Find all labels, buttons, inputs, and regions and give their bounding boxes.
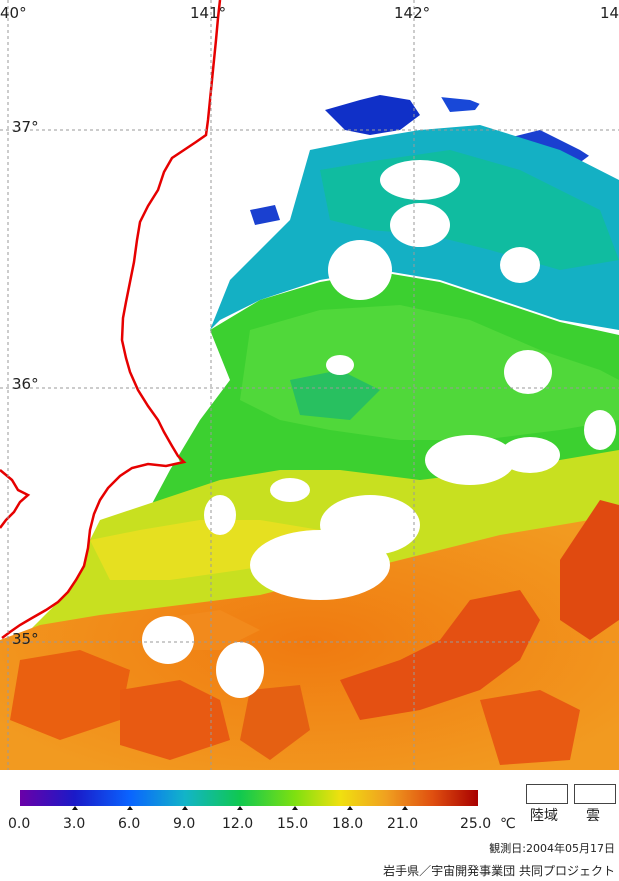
colorbar-tick-label: 15.0 — [277, 816, 309, 832]
cloud — [380, 160, 460, 200]
colorbar-tick-label: 0.0 — [8, 816, 31, 832]
colorbar-tick-label: 21.0 — [387, 816, 419, 832]
cloud — [425, 435, 515, 485]
cloud — [584, 410, 616, 450]
colorbar-ticks — [72, 806, 408, 810]
cloud — [328, 240, 392, 300]
colorbar-unit: ℃ — [500, 816, 516, 832]
sst-cold-patch — [250, 205, 280, 225]
sst-hot-patch — [560, 500, 619, 640]
land-area — [0, 0, 320, 450]
cloud-legend-swatch — [574, 784, 616, 804]
longitude-label-142: 142° — [394, 4, 431, 22]
cloud — [204, 495, 236, 535]
longitude-label-141: 141° — [190, 4, 227, 22]
land-legend-swatch — [526, 784, 568, 804]
cloud — [500, 437, 560, 473]
colorbar-tick-label: 12.0 — [222, 816, 254, 832]
sst-hot-patch — [10, 650, 130, 740]
colorbar-tick-label: 25.0 — [460, 816, 492, 832]
cloud — [320, 0, 619, 175]
latitude-label-36: 36° — [12, 375, 39, 393]
colorbar-gradient — [20, 790, 478, 806]
sst-hot-patch — [240, 685, 310, 760]
colorbar-tick-label: 6.0 — [118, 816, 141, 832]
cloud-legend-label: 雲 — [586, 808, 600, 824]
land-legend-label: 陸域 — [530, 808, 558, 824]
sst-cold-patch — [325, 95, 420, 135]
sst-map — [0, 0, 619, 770]
cloud — [390, 203, 450, 247]
credit-line: 岩手県／宇宙開発事業団 共同プロジェクト — [383, 864, 615, 878]
temperature-colorbar — [20, 790, 478, 810]
coastline — [1, 0, 222, 639]
sst-green-patch — [290, 370, 380, 420]
longitude-label-140: 40° — [0, 4, 27, 22]
sst-hot-patch — [480, 690, 580, 765]
cloud — [320, 495, 420, 555]
coastline — [0, 469, 31, 529]
observation-date: 観測日:2004年05月17日 — [489, 842, 615, 855]
cloud — [326, 355, 354, 375]
longitude-label-143: 14 — [600, 4, 619, 22]
latitude-label-37: 37° — [12, 118, 39, 136]
cloud-mask — [142, 160, 616, 698]
colorbar-tick-label: 3.0 — [63, 816, 86, 832]
colorbar-tick-label: 18.0 — [332, 816, 364, 832]
sst-hot-patch — [120, 680, 230, 760]
cloud — [216, 642, 264, 698]
latitude-label-35: 35° — [12, 630, 39, 648]
colorbar-tick-label: 9.0 — [173, 816, 196, 832]
cloud — [270, 478, 310, 502]
cloud — [504, 350, 552, 394]
sst-hot-patch — [340, 590, 540, 720]
graticule — [0, 0, 619, 770]
cloud — [500, 247, 540, 283]
cloud — [142, 616, 194, 664]
